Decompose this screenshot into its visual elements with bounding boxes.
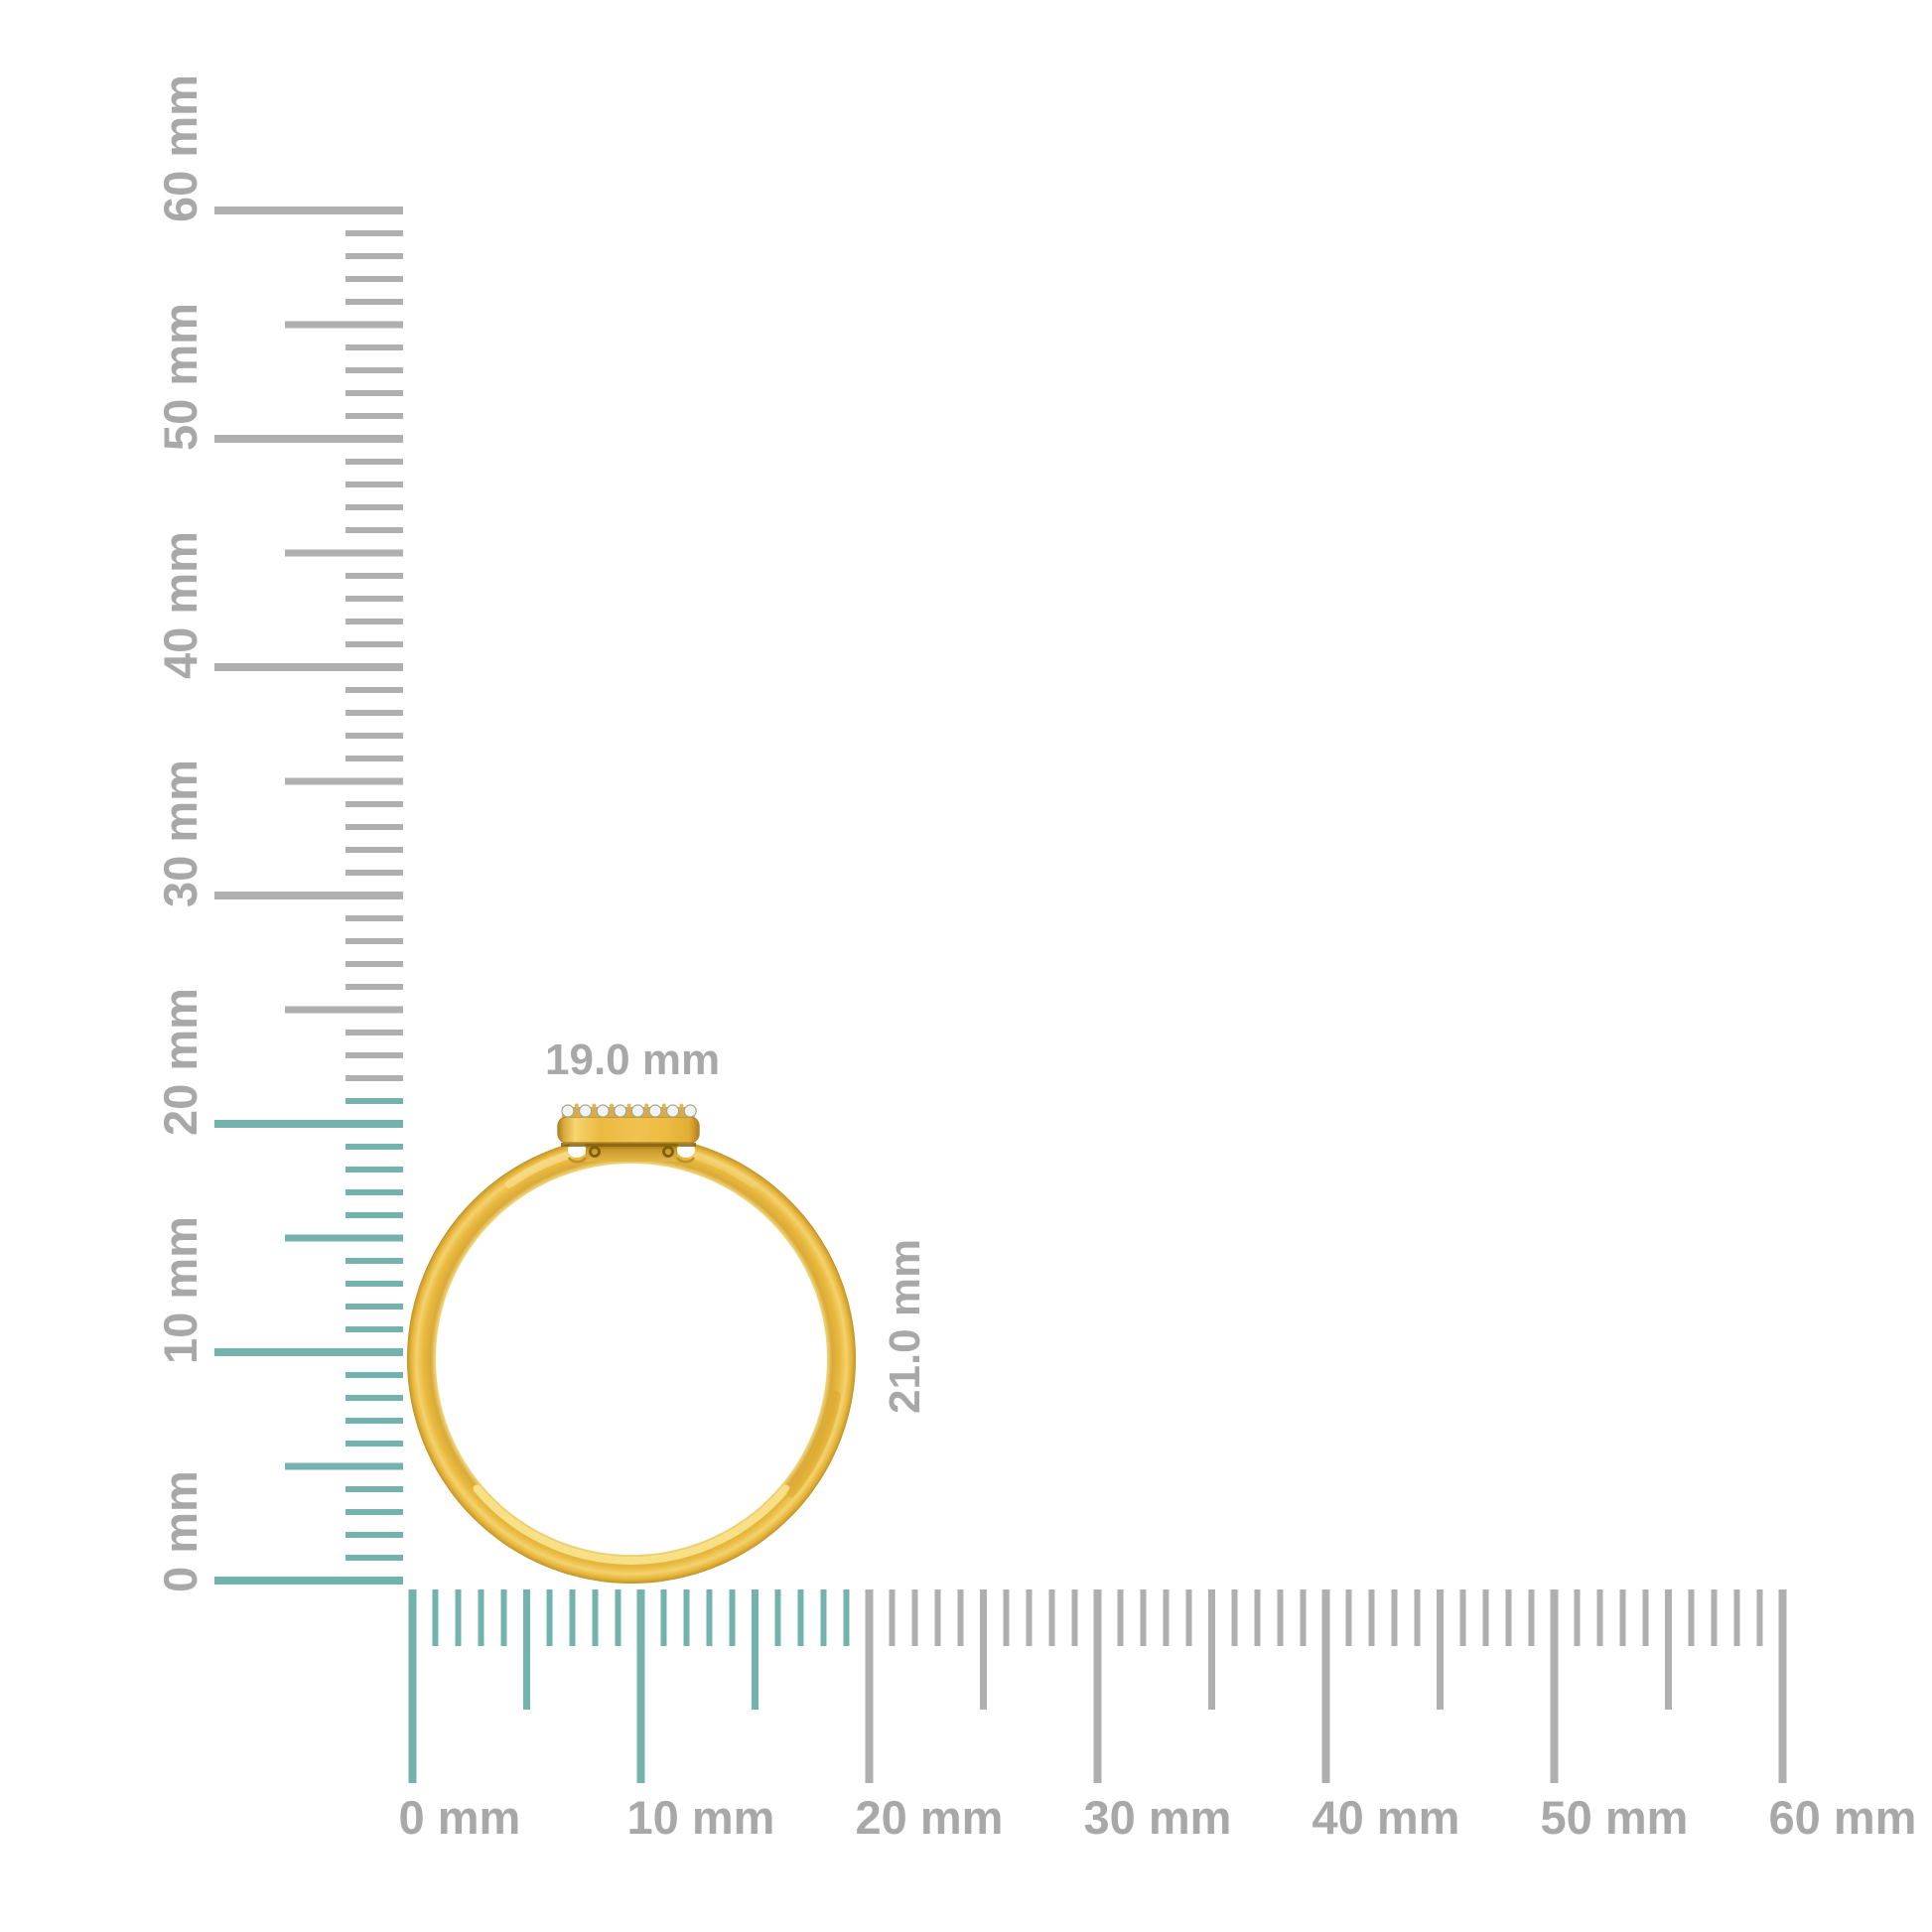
svg-text:21.0 mm: 21.0 mm [881,1239,929,1414]
svg-text:40 mm: 40 mm [154,531,207,679]
svg-text:0 mm: 0 mm [399,1791,521,1844]
svg-text:10 mm: 10 mm [627,1791,775,1844]
svg-text:50 mm: 50 mm [154,303,207,451]
svg-text:20 mm: 20 mm [856,1791,1004,1844]
svg-text:50 mm: 50 mm [1541,1791,1689,1844]
svg-text:20 mm: 20 mm [154,988,207,1136]
svg-text:30 mm: 30 mm [154,759,207,907]
svg-text:40 mm: 40 mm [1312,1791,1460,1844]
svg-text:19.0 mm: 19.0 mm [545,1035,720,1084]
svg-text:30 mm: 30 mm [1084,1791,1232,1844]
svg-text:10 mm: 10 mm [154,1216,207,1364]
svg-text:60 mm: 60 mm [154,74,207,222]
svg-text:60 mm: 60 mm [1769,1791,1917,1844]
svg-text:0 mm: 0 mm [154,1470,207,1592]
